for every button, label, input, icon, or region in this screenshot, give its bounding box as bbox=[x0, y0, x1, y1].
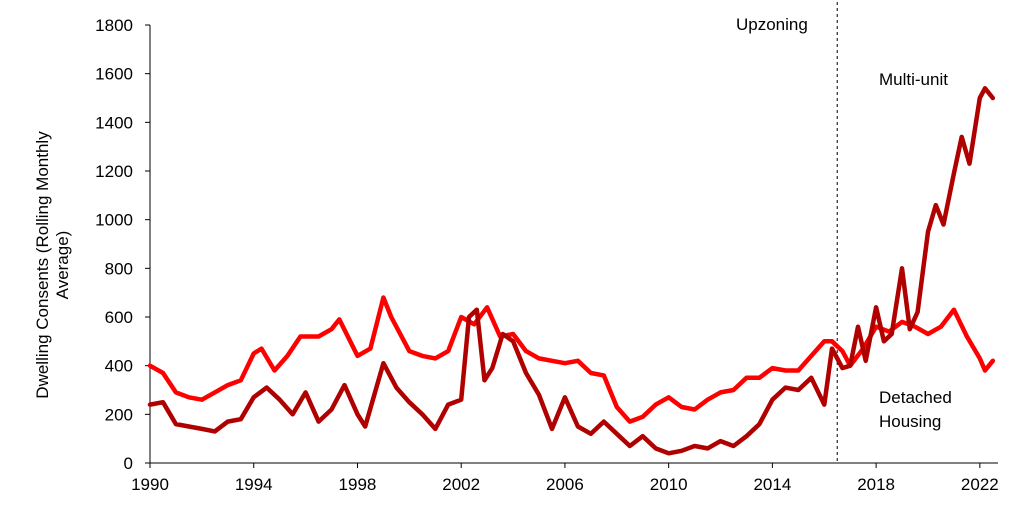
annotation-upzoning: Upzoning bbox=[736, 15, 808, 34]
y-tick-label: 1800 bbox=[95, 16, 133, 35]
series-line-detached-housing bbox=[147, 295, 996, 424]
y-tick-label: 1000 bbox=[95, 211, 133, 230]
x-tick-label: 2014 bbox=[753, 475, 791, 494]
y-tick-label: 600 bbox=[105, 308, 133, 327]
x-tick-label: 1990 bbox=[131, 475, 169, 494]
y-tick-label: 1200 bbox=[95, 162, 133, 181]
y-tick-label: 1400 bbox=[95, 113, 133, 132]
x-tick-label: 2022 bbox=[961, 475, 999, 494]
y-tick-label: 200 bbox=[105, 405, 133, 424]
y-tick-label: 0 bbox=[124, 454, 133, 473]
series-line-multi-unit bbox=[147, 86, 996, 456]
annotation-detached-line-1: Detached bbox=[879, 388, 952, 407]
x-tick-label: 1994 bbox=[235, 475, 273, 494]
x-tick-label: 2006 bbox=[546, 475, 584, 494]
x-tick-label: 2010 bbox=[650, 475, 688, 494]
y-tick-label: 400 bbox=[105, 357, 133, 376]
annotation-detached-line-2: Housing bbox=[879, 412, 941, 431]
y-axis-label-line-1: Dwelling Consents (Rolling Monthly bbox=[33, 131, 52, 399]
axes: 0 200 400 600 800 1000 1200 1400 1600 1800 1990 199… bbox=[95, 16, 999, 494]
x-tick-label: 2002 bbox=[442, 475, 480, 494]
series-group bbox=[147, 86, 996, 456]
y-tick-label: 1600 bbox=[95, 65, 133, 84]
y-axis-label-line-2: Average) bbox=[53, 231, 72, 300]
y-tick-label: 800 bbox=[105, 259, 133, 278]
y-axis-label: Dwelling Consents (Rolling Monthly Avera… bbox=[33, 131, 72, 399]
x-tick-label: 2018 bbox=[857, 475, 895, 494]
annotation-multi-unit: Multi-unit bbox=[879, 70, 948, 89]
x-tick-label: 1998 bbox=[339, 475, 377, 494]
